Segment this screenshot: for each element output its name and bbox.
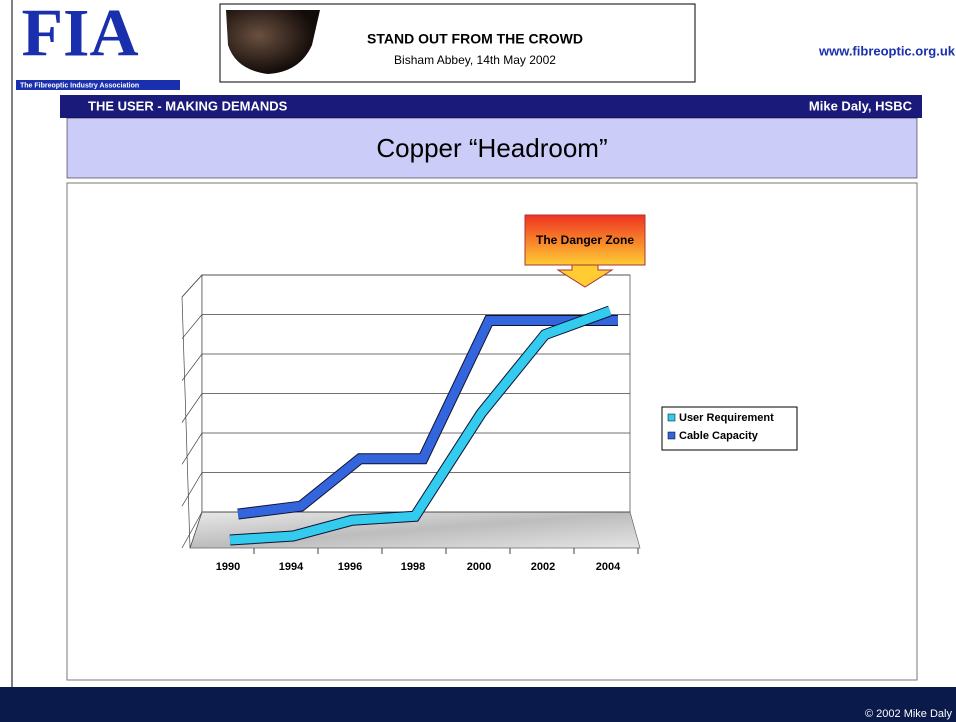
x-tick-label: 1996 [338, 561, 362, 573]
legend-swatch [668, 432, 675, 439]
logo: FIA [21, 0, 138, 71]
presenter: Mike Daly, HSBC [809, 98, 913, 113]
banner-title: STAND OUT FROM THE CROWD [367, 31, 583, 47]
x-tick-label: 1998 [401, 561, 425, 573]
slide: FIA The Fibreoptic Industry Association … [0, 0, 956, 722]
footer-bar [0, 687, 956, 722]
x-tick-label: 2000 [467, 561, 491, 573]
x-tick-label: 2004 [596, 561, 621, 573]
page: FIA The Fibreoptic Industry Association … [0, 0, 956, 722]
legend-label: Cable Capacity [679, 430, 759, 442]
section: THE USER - MAKING DEMANDS [88, 98, 288, 113]
x-tick-label: 1994 [279, 561, 304, 573]
legend-label: User Requirement [679, 412, 774, 424]
website: www.fibreoptic.org.uk [818, 43, 956, 58]
annotation: The Danger Zone [536, 233, 634, 247]
footer: © 2002 Mike Daly [865, 708, 952, 720]
x-tick-label: 1990 [216, 561, 240, 573]
banner-subtitle: Bisham Abbey, 14th May 2002 [394, 53, 556, 67]
logo-subtitle: The Fibreoptic Industry Association [20, 82, 139, 89]
legend-swatch [668, 414, 675, 421]
x-tick-label: 2002 [531, 561, 555, 573]
slide-title: Copper “Headroom” [376, 133, 607, 163]
